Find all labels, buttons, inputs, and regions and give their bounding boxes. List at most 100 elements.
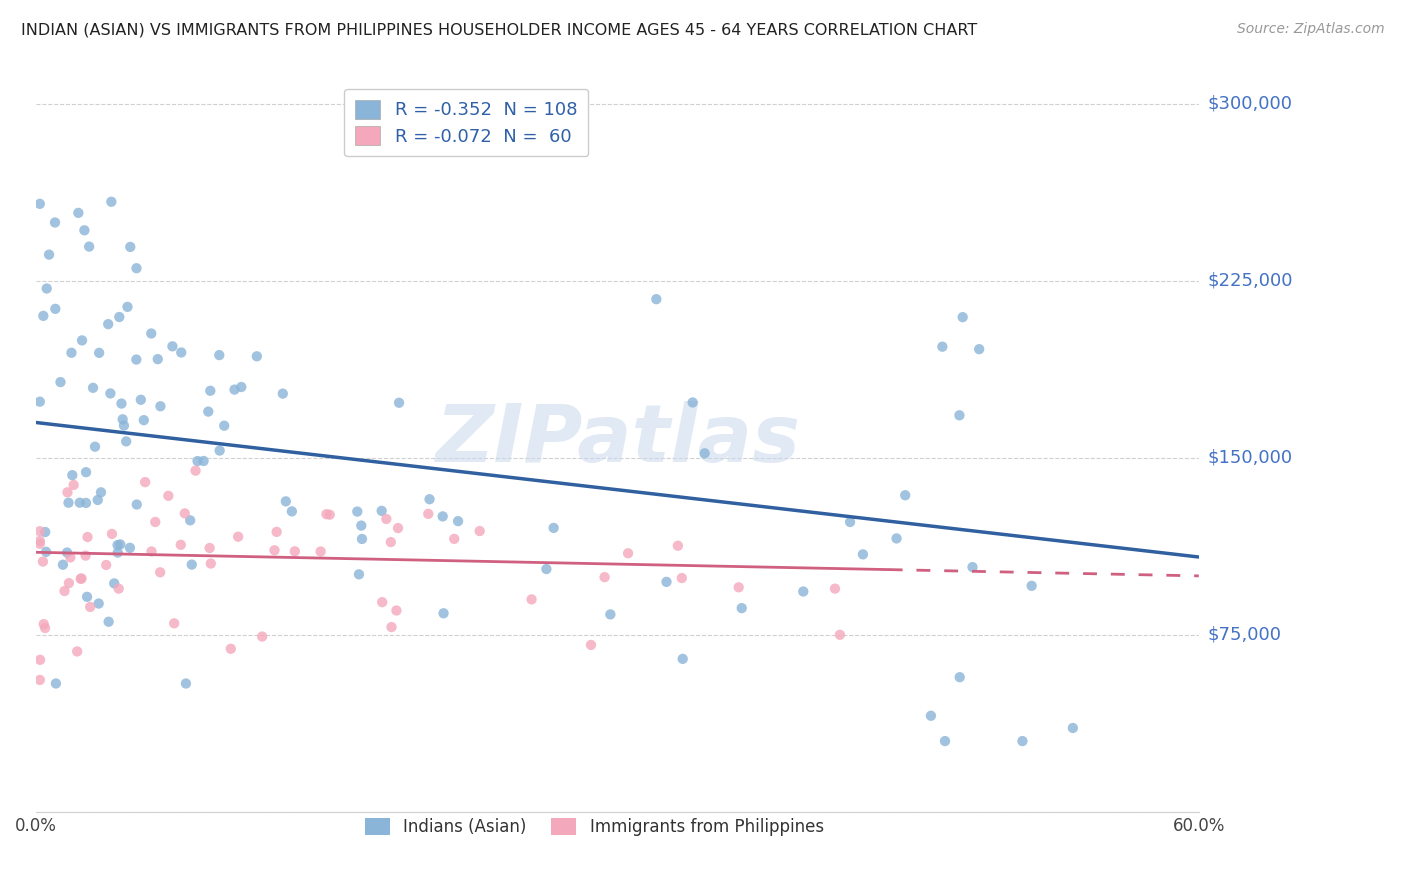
Point [170, 538, 193, 552]
Point [32, 309, 55, 323]
Point [655, 574, 678, 589]
Point [693, 446, 716, 460]
Point [28, 197, 51, 211]
Point [226, 530, 249, 544]
Point [90, 485, 112, 500]
Text: $225,000: $225,000 [1208, 272, 1292, 290]
Point [1011, 734, 1033, 748]
Point [208, 443, 231, 458]
Point [146, 352, 169, 367]
Point [271, 386, 294, 401]
Point [56, 545, 79, 559]
Point [828, 628, 851, 642]
Point [886, 532, 908, 546]
Point [107, 582, 129, 596]
Point [141, 326, 163, 341]
Point [28, 394, 51, 409]
Point [84, 440, 107, 454]
Point [70, 572, 93, 586]
Point [1021, 579, 1043, 593]
Point [66, 644, 89, 658]
Point [32, 617, 55, 632]
Point [543, 521, 565, 535]
Point [58, 496, 80, 510]
Point [79, 599, 101, 614]
Point [112, 418, 135, 433]
Point [443, 532, 465, 546]
Text: $150,000: $150,000 [1208, 449, 1292, 467]
Point [593, 570, 616, 584]
Point [208, 348, 231, 362]
Point [200, 557, 222, 571]
Point [350, 532, 373, 546]
Point [250, 630, 273, 644]
Point [792, 584, 814, 599]
Point [380, 535, 402, 549]
Point [28, 524, 51, 539]
Point [111, 412, 134, 426]
Point [108, 310, 131, 324]
Point [347, 567, 370, 582]
Text: $300,000: $300,000 [1208, 95, 1292, 113]
Legend: Indians (Asian), Immigrants from Philippines: Indians (Asian), Immigrants from Philipp… [356, 810, 832, 845]
Point [671, 571, 693, 585]
Point [115, 434, 138, 449]
Point [284, 544, 307, 558]
Point [60, 345, 83, 359]
Point [149, 566, 172, 580]
Point [141, 544, 163, 558]
Point [120, 240, 142, 254]
Text: ZIPatlas: ZIPatlas [434, 401, 800, 479]
Point [162, 339, 184, 353]
Point [134, 475, 156, 489]
Point [375, 512, 398, 526]
Point [87, 493, 110, 508]
Point [179, 513, 201, 527]
Point [62, 478, 84, 492]
Point [28, 673, 51, 687]
Point [380, 620, 402, 634]
Point [682, 395, 704, 409]
Point [645, 292, 668, 306]
Point [579, 638, 602, 652]
Text: INDIAN (ASIAN) VS IMMIGRANTS FROM PHILIPPINES HOUSEHOLDER INCOME AGES 45 - 64 YE: INDIAN (ASIAN) VS IMMIGRANTS FROM PHILIP… [21, 22, 977, 37]
Point [212, 418, 235, 433]
Point [346, 505, 368, 519]
Point [110, 396, 132, 410]
Point [952, 310, 974, 325]
Point [157, 489, 180, 503]
Point [56, 485, 79, 500]
Point [53, 584, 76, 599]
Point [948, 409, 970, 423]
Point [672, 652, 695, 666]
Point [418, 507, 440, 521]
Point [117, 300, 139, 314]
Point [97, 615, 120, 629]
Point [100, 386, 122, 401]
Point [107, 538, 129, 552]
Point [197, 404, 219, 418]
Point [370, 504, 392, 518]
Point [281, 504, 304, 518]
Point [839, 515, 862, 529]
Point [193, 454, 215, 468]
Point [30, 653, 52, 667]
Point [388, 396, 411, 410]
Point [274, 494, 297, 508]
Point [350, 518, 373, 533]
Point [125, 498, 148, 512]
Point [934, 734, 956, 748]
Point [432, 509, 454, 524]
Point [96, 558, 118, 572]
Point [266, 524, 288, 539]
Point [73, 223, 96, 237]
Point [75, 549, 97, 563]
Point [731, 601, 754, 615]
Point [418, 492, 440, 507]
Point [967, 342, 990, 356]
Point [52, 558, 75, 572]
Point [75, 465, 97, 479]
Point [174, 676, 197, 690]
Point [184, 464, 207, 478]
Point [125, 352, 148, 367]
